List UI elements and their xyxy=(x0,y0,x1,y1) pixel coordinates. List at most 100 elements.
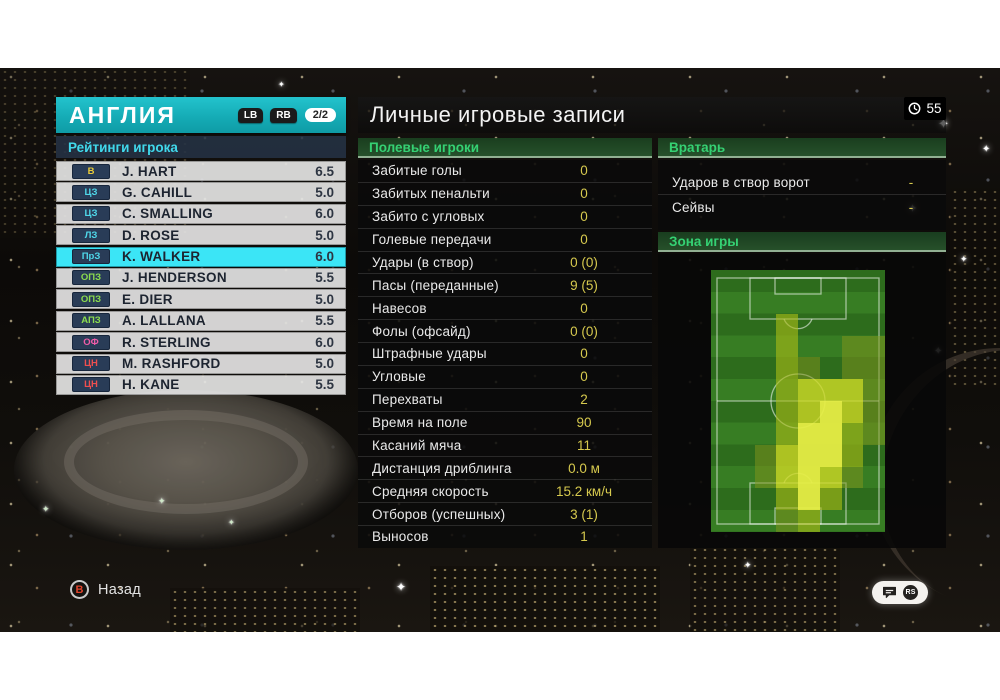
clock-icon xyxy=(909,102,921,115)
heat-cell xyxy=(711,488,733,510)
stat-label: Голевые передачи xyxy=(372,232,492,248)
player-name: C. SMALLING xyxy=(122,206,214,222)
star-light xyxy=(744,560,752,571)
heat-cell xyxy=(776,379,798,401)
stat-row: Забитых пенальти 0 xyxy=(358,181,652,205)
heat-cell xyxy=(841,335,864,358)
player-rating: 5.5 xyxy=(315,270,334,286)
stat-value: 0 xyxy=(580,300,588,316)
stat-row: Угловые 0 xyxy=(358,364,652,388)
star-light xyxy=(42,504,50,515)
stat-label: Время на поле xyxy=(372,415,468,431)
heat-cell xyxy=(776,270,798,292)
player-row[interactable]: ОПЗ E. DIER 5.0 xyxy=(56,289,346,310)
player-row[interactable]: АПЗ A. LALLANA 5.5 xyxy=(56,310,346,331)
rb-button-icon[interactable]: RB xyxy=(270,107,297,123)
heat-cell xyxy=(798,270,820,292)
heat-cell xyxy=(820,510,842,532)
player-name: E. DIER xyxy=(122,291,173,307)
rs-stick-icon: RS xyxy=(903,585,918,600)
heat-cell xyxy=(863,467,885,489)
heat-cell xyxy=(754,466,777,489)
heat-cell xyxy=(841,379,864,401)
player-rating: 5.0 xyxy=(315,184,334,200)
heat-cell xyxy=(863,314,885,336)
heat-cell xyxy=(863,445,885,467)
player-row[interactable]: ОПЗ J. HENDERSON 5.5 xyxy=(56,267,346,288)
heat-cell xyxy=(755,314,777,336)
player-row[interactable]: ЦН M. RASHFORD 5.0 xyxy=(56,353,346,374)
player-row[interactable]: В J. HART 6.5 xyxy=(56,161,346,181)
stat-value: 0 xyxy=(580,232,588,248)
player-name: M. RASHFORD xyxy=(122,356,221,372)
back-label: Назад xyxy=(98,581,142,598)
heat-cell xyxy=(842,292,864,314)
stat-label: Забитых пенальти xyxy=(372,186,490,202)
heat-cell xyxy=(776,313,798,336)
position-badge: ЦН xyxy=(72,377,110,393)
heat-cell xyxy=(841,401,864,423)
player-name: A. LALLANA xyxy=(122,313,206,329)
back-control[interactable]: B Назад xyxy=(70,580,141,599)
stadium xyxy=(64,410,308,514)
stat-value: 9 (5) xyxy=(570,277,598,293)
stat-value: 2 xyxy=(580,392,588,408)
heat-cell xyxy=(798,510,820,532)
heat-cell xyxy=(798,357,820,380)
b-button-icon[interactable]: B xyxy=(70,580,89,599)
heat-cell xyxy=(776,466,798,489)
heat-cell xyxy=(711,379,733,401)
heat-cell xyxy=(754,444,777,467)
heat-cell xyxy=(733,336,755,358)
player-name: D. ROSE xyxy=(122,227,180,243)
heat-cell xyxy=(841,422,864,445)
stat-row: Ударов в створ ворот - xyxy=(658,171,946,195)
player-row[interactable]: ЦН H. KANE 5.5 xyxy=(56,374,346,395)
heat-cell xyxy=(819,422,842,445)
player-name: J. HENDERSON xyxy=(122,270,227,286)
player-rating: 6.5 xyxy=(315,163,334,179)
city-buildings xyxy=(950,188,1000,388)
stat-label: Перехваты xyxy=(372,392,443,408)
player-row[interactable]: ЛЗ D. ROSE 5.0 xyxy=(56,225,346,246)
heat-cell xyxy=(755,510,777,532)
lb-button-icon[interactable]: LB xyxy=(237,107,264,123)
city-buildings xyxy=(690,546,840,632)
stat-row: Забито с угловых 0 xyxy=(358,204,652,228)
heat-cell xyxy=(711,467,733,489)
page-indicator: 2/2 xyxy=(304,108,336,122)
heat-cell xyxy=(798,314,820,336)
player-row[interactable]: ПрЗ K. WALKER 6.0 xyxy=(56,246,346,267)
stat-label: Касаний мяча xyxy=(372,437,462,453)
heat-cell xyxy=(755,379,777,401)
heat-cell xyxy=(733,292,755,314)
heat-cell xyxy=(776,444,798,467)
city-buildings xyxy=(170,588,360,632)
stat-row: Время на поле 90 xyxy=(358,410,652,434)
stat-value: 11 xyxy=(576,437,591,453)
heat-cell xyxy=(863,270,885,292)
stat-value: 1 xyxy=(580,529,588,545)
stat-row: Пасы (переданные) 9 (5) xyxy=(358,273,652,296)
player-row[interactable]: ЦЗ G. CAHILL 5.0 xyxy=(56,182,346,203)
stat-value: 15.2 км/ч xyxy=(556,483,612,499)
stat-value: 0 xyxy=(580,209,588,225)
heat-cell xyxy=(819,444,842,467)
heat-cell xyxy=(841,357,864,380)
stat-label: Забитые голы xyxy=(372,163,462,179)
stat-label: Сейвы xyxy=(672,199,715,215)
heat-cell xyxy=(841,466,864,489)
stat-label: Фолы (офсайд) xyxy=(372,323,471,339)
position-badge: ЦЗ xyxy=(72,206,110,222)
ratings-header: Рейтинги игрока xyxy=(56,136,346,158)
star-light xyxy=(982,144,990,155)
player-row[interactable]: ОФ R. STERLING 6.0 xyxy=(56,332,346,353)
player-rating: 5.5 xyxy=(315,377,334,393)
heat-cell xyxy=(798,488,820,511)
stat-value: 0.0 м xyxy=(568,460,600,476)
player-rating: 6.0 xyxy=(315,206,334,222)
stat-label: Средняя скорость xyxy=(372,483,489,499)
heat-cell xyxy=(776,401,798,423)
player-row[interactable]: ЦЗ C. SMALLING 6.0 xyxy=(56,203,346,224)
position-badge: ОФ xyxy=(72,334,110,350)
